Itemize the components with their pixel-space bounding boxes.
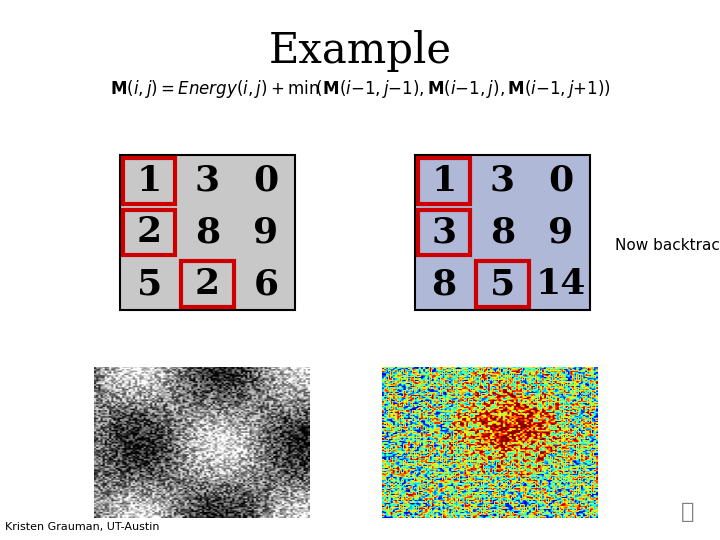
Text: 14: 14 [536,267,586,301]
Text: 0: 0 [548,164,573,198]
Text: $\mathbf{M}(i,j) = \mathit{Energy}(i,j) + \min\!\left(\mathbf{M}(i{-}1,j{-}1),\m: $\mathbf{M}(i,j) = \mathit{Energy}(i,j) … [109,78,611,100]
Text: 5: 5 [490,267,515,301]
Bar [123,158,176,204]
Text: 3: 3 [431,215,456,249]
Text: (for vertical seams): (for vertical seams) [413,491,581,506]
Bar [181,261,234,307]
Text: 9: 9 [548,215,573,249]
Bar [418,210,470,255]
Text: 9: 9 [253,215,279,249]
Text: 5: 5 [137,267,162,301]
Text: 8: 8 [490,215,515,249]
Text: 3: 3 [490,164,515,198]
FancyBboxPatch shape [120,155,295,310]
Text: M matrix: M matrix [459,477,535,492]
Text: Kristen Grauman, UT-Austin: Kristen Grauman, UT-Austin [5,522,160,532]
Text: Example: Example [269,30,451,72]
Bar [123,210,176,255]
FancyBboxPatch shape [415,155,590,310]
Text: 0: 0 [253,164,279,198]
Text: 🔊: 🔊 [681,502,695,522]
Text: 2: 2 [195,267,220,301]
Text: 1: 1 [431,164,456,198]
Text: 8: 8 [195,215,220,249]
Text: 6: 6 [253,267,279,301]
Text: Energy matrix: Energy matrix [146,477,268,492]
Text: 8: 8 [431,267,456,301]
Text: 2: 2 [137,215,162,249]
Bar [477,261,528,307]
Text: (gradient magnitude): (gradient magnitude) [114,491,300,506]
Text: 3: 3 [195,164,220,198]
Bar [418,158,470,204]
Text: 1: 1 [137,164,162,198]
Text: Now backtrack: Now backtrack [615,238,720,253]
